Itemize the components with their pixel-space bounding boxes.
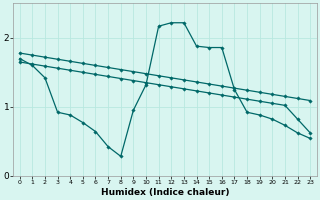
X-axis label: Humidex (Indice chaleur): Humidex (Indice chaleur) — [101, 188, 229, 197]
